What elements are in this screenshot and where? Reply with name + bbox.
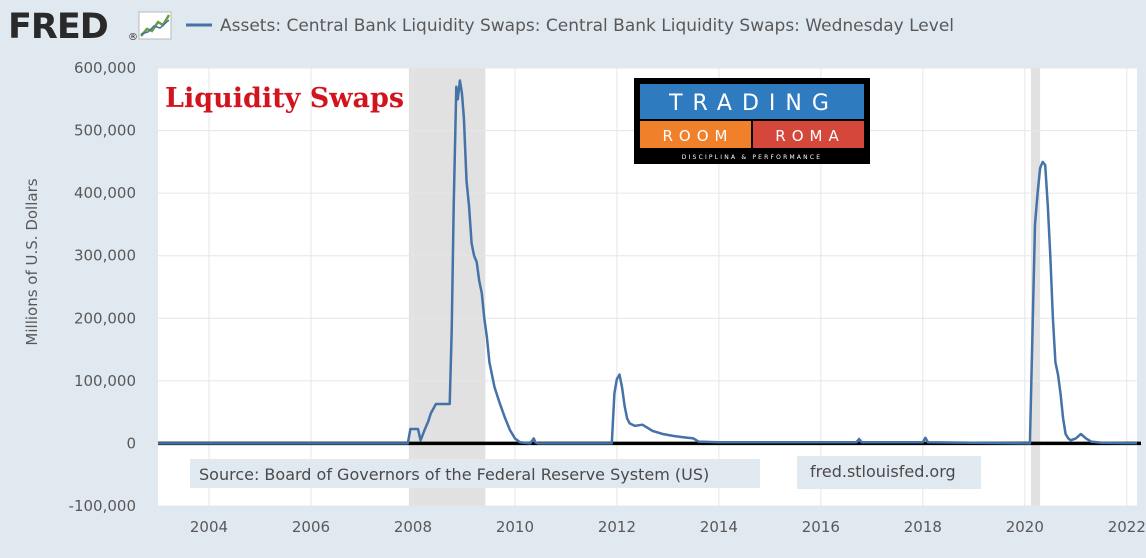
logo-red-band [753,121,864,148]
x-tick-label: 2014 [700,518,738,536]
x-tick-label: 2010 [496,518,534,536]
y-tick-label: -100,000 [69,497,136,515]
x-tick-label: 2006 [292,518,330,536]
y-tick-label: 0 [126,434,136,452]
source-note: Source: Board of Governors of the Federa… [190,459,760,488]
y-axis-label: Millions of U.S. Dollars [23,178,41,345]
recession-shading [408,68,1041,506]
logo-line2-right: ROMA [775,127,844,145]
y-tick-label: 100,000 [74,372,136,390]
recession-band-1 [1030,68,1041,506]
series-line [158,79,1137,445]
site-note[interactable]: fred.stlouisfed.org [797,456,981,489]
overlay-title: Liquidity Swaps [165,83,404,114]
fred-graph-icon [138,11,172,40]
logo-line3: DISCIPLINA & PERFORMANCE [682,154,822,161]
x-tick-label: 2016 [802,518,840,536]
x-tick-label: 2008 [394,518,432,536]
trademark-mark: ® [128,32,138,43]
x-tick-label: 2018 [904,518,942,536]
x-tick-label: 2020 [1006,518,1044,536]
source-note-box [190,459,760,488]
fred-logo[interactable]: FRED ® [8,7,172,47]
logo-orange-band [640,121,751,148]
x-tick-label: 2022 [1108,518,1146,536]
y-tick-label: 200,000 [74,309,136,327]
source-note-text: Source: Board of Governors of the Federa… [199,465,709,484]
y-tick-label: 400,000 [74,184,136,202]
recession-band-0 [408,68,486,506]
y-tick-label: 300,000 [74,247,136,265]
site-note-text[interactable]: fred.stlouisfed.org [810,462,956,481]
legend: Assets: Central Bank Liquidity Swaps: Ce… [186,16,954,36]
y-axis: -100,000 0 100,000 200,000 300,000 400,000 500… [69,59,136,515]
x-axis: 2004 2006 2008 2010 2012 2014 2016 2018 2020 2022 [190,518,1146,536]
y-tick-label: 500,000 [74,122,136,140]
fred-wordmark: FRED [8,7,108,47]
x-tick-label: 2012 [598,518,636,536]
x-tick-label: 2004 [190,518,228,536]
site-note-box [797,456,981,489]
y-tick-label: 600,000 [74,59,136,77]
logo-blue-band [640,84,864,119]
legend-label: Assets: Central Bank Liquidity Swaps: Ce… [220,16,954,36]
logo-line1: TRADING [668,91,839,116]
trading-room-roma-logo: TRADING ROOM ROMA DISCIPLINA & PERFORMAN… [634,78,870,164]
logo-line2-left: ROOM [663,127,734,145]
